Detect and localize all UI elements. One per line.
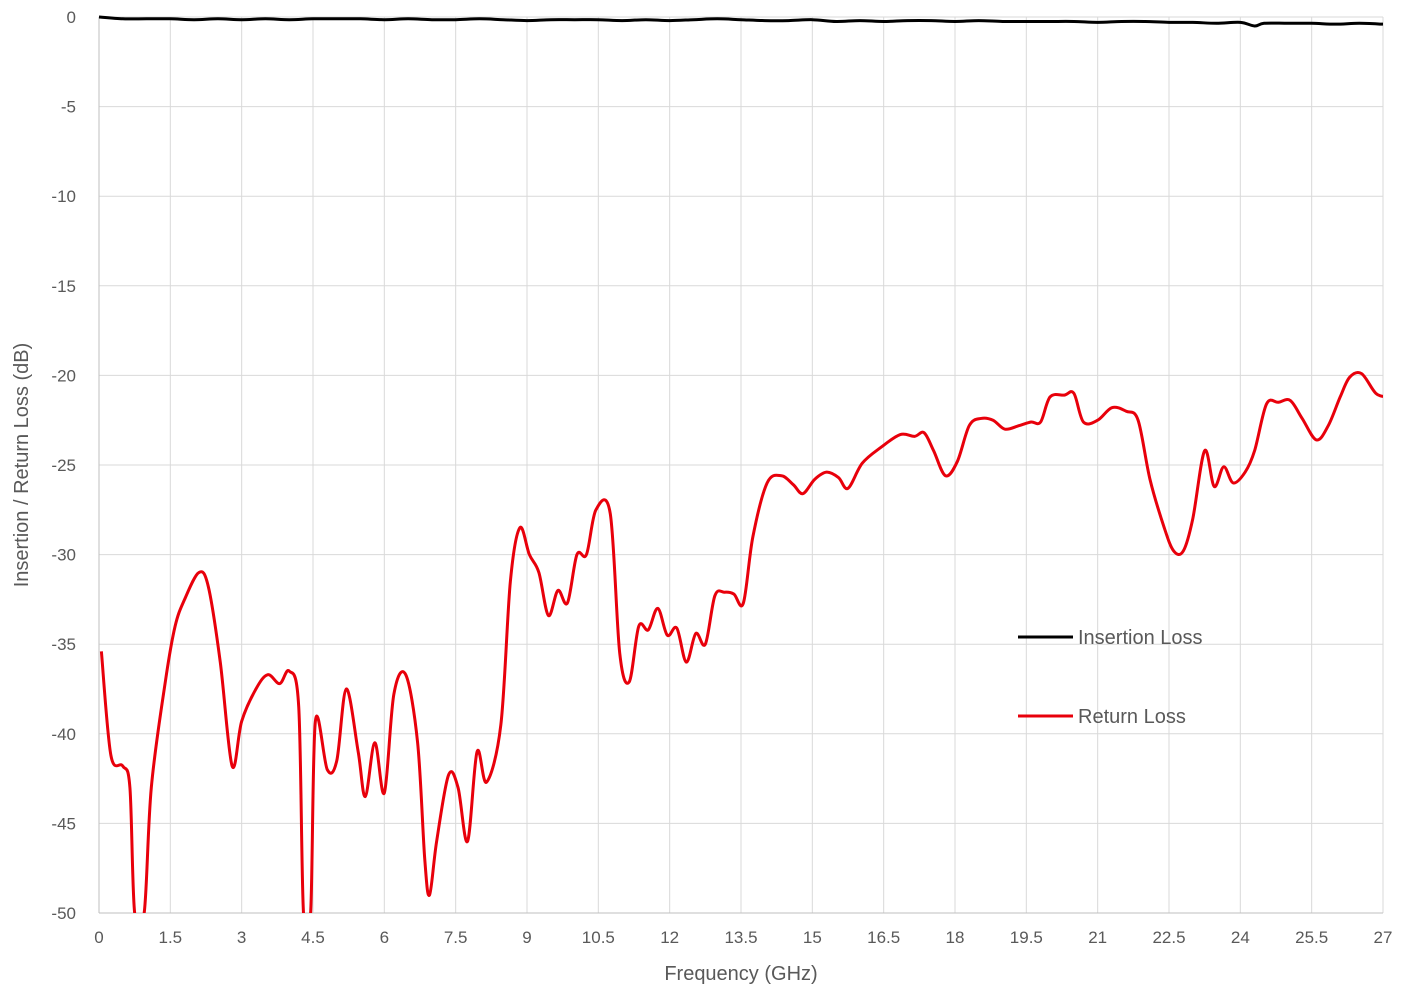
x-tick-label: 24: [1231, 928, 1250, 947]
y-tick-label: -20: [51, 366, 76, 385]
x-tick-label: 22.5: [1152, 928, 1185, 947]
grid-lines: [98, 16, 1384, 914]
x-tick-label: 21: [1088, 928, 1107, 947]
x-tick-label: 0: [94, 928, 103, 947]
x-axis-title: Frequency (GHz): [664, 963, 817, 985]
y-tick-label: -30: [51, 546, 76, 565]
legend-label-insertion-loss: Insertion Loss: [1078, 627, 1203, 649]
x-tick-label: 12: [660, 928, 679, 947]
y-tick-label: -10: [51, 187, 76, 206]
y-tick-label: -45: [51, 814, 76, 833]
y-tick-label: -40: [51, 725, 76, 744]
series-line-insertion-loss: [99, 15, 1383, 28]
legend: Insertion Loss Return Loss: [1018, 627, 1203, 728]
y-tick-label: -25: [51, 456, 76, 475]
x-tick-label: 1.5: [159, 928, 183, 947]
y-axis-title: Insertion / Return Loss (dB): [11, 343, 33, 588]
x-tick-label: 9: [522, 928, 531, 947]
x-tick-label: 18: [946, 928, 965, 947]
axes: 0 1.5 3 4.5 6 7.5 9 10.5 12 13.5 15 16.5 18 19.5 21 22.…: [51, 8, 1392, 947]
x-tick-label: 19.5: [1010, 928, 1043, 947]
x-tick-label: 25.5: [1295, 928, 1328, 947]
x-tick-label: 27: [1374, 928, 1393, 947]
y-tick-label: -5: [61, 98, 76, 117]
x-tick-label: 16.5: [867, 928, 900, 947]
y-tick-label: -50: [51, 904, 76, 923]
y-tick-label: 0: [67, 8, 76, 27]
x-tick-label: 3: [237, 928, 246, 947]
x-tick-label: 15: [803, 928, 822, 947]
x-tick-label: 4.5: [301, 928, 325, 947]
legend-label-return-loss: Return Loss: [1078, 706, 1186, 728]
x-tick-label: 7.5: [444, 928, 468, 947]
x-tick-label: 6: [380, 928, 389, 947]
y-tick-label: -15: [51, 277, 76, 296]
x-tick-label: 10.5: [582, 928, 615, 947]
series-line-return-loss: [99, 370, 1383, 913]
series-layer: [99, 15, 1383, 913]
y-tick-label: -35: [51, 635, 76, 654]
x-tick-label: 13.5: [724, 928, 757, 947]
